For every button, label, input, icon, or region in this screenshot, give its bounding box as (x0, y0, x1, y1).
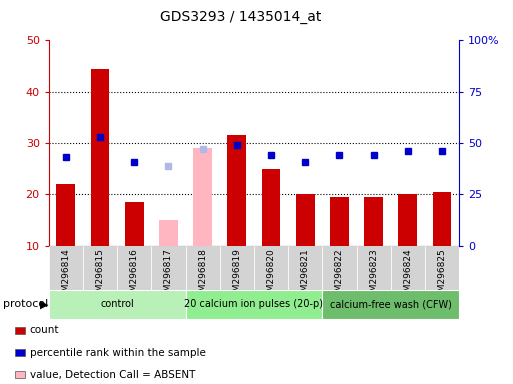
Text: GSM296825: GSM296825 (438, 248, 446, 303)
Text: count: count (30, 325, 60, 335)
Bar (399, 194, 417, 246)
Text: GSM296816: GSM296816 (130, 248, 139, 303)
Text: GSM296819: GSM296819 (232, 248, 241, 303)
Text: calcium-free wash (CFW): calcium-free wash (CFW) (330, 299, 451, 310)
Text: GSM296814: GSM296814 (62, 248, 70, 303)
Text: 20 calcium ion pulses (20-p): 20 calcium ion pulses (20-p) (185, 299, 323, 310)
Text: GSM296818: GSM296818 (198, 248, 207, 303)
Bar (83, 246, 117, 290)
Text: GDS3293 / 1435014_at: GDS3293 / 1435014_at (161, 10, 322, 23)
Bar (364, 197, 383, 246)
Bar (186, 290, 322, 319)
Text: GSM296820: GSM296820 (267, 248, 275, 303)
Bar (56, 184, 75, 246)
Bar (49, 246, 83, 290)
Bar (151, 246, 186, 290)
Bar (357, 246, 391, 290)
Bar (186, 246, 220, 290)
Bar (91, 69, 109, 246)
Bar (425, 246, 459, 290)
Bar (322, 290, 459, 319)
Text: GSM296817: GSM296817 (164, 248, 173, 303)
Bar (125, 202, 144, 246)
Bar (227, 135, 246, 246)
Bar (193, 148, 212, 246)
Text: value, Detection Call = ABSENT: value, Detection Call = ABSENT (30, 370, 195, 380)
Bar (330, 197, 349, 246)
Text: GSM296822: GSM296822 (335, 248, 344, 303)
Bar (288, 246, 322, 290)
Text: GSM296815: GSM296815 (95, 248, 105, 303)
Bar (262, 169, 281, 246)
Bar (49, 290, 186, 319)
Bar (391, 246, 425, 290)
Bar (117, 246, 151, 290)
Bar (322, 246, 357, 290)
Bar (159, 220, 178, 246)
Bar (296, 194, 314, 246)
Bar (220, 246, 254, 290)
Text: GSM296824: GSM296824 (403, 248, 412, 303)
Text: protocol: protocol (3, 299, 48, 310)
Text: control: control (100, 299, 134, 310)
Text: GSM296821: GSM296821 (301, 248, 310, 303)
Text: percentile rank within the sample: percentile rank within the sample (30, 348, 206, 358)
Text: GSM296823: GSM296823 (369, 248, 378, 303)
Bar (432, 192, 451, 246)
Bar (254, 246, 288, 290)
Text: ▶: ▶ (40, 299, 49, 310)
